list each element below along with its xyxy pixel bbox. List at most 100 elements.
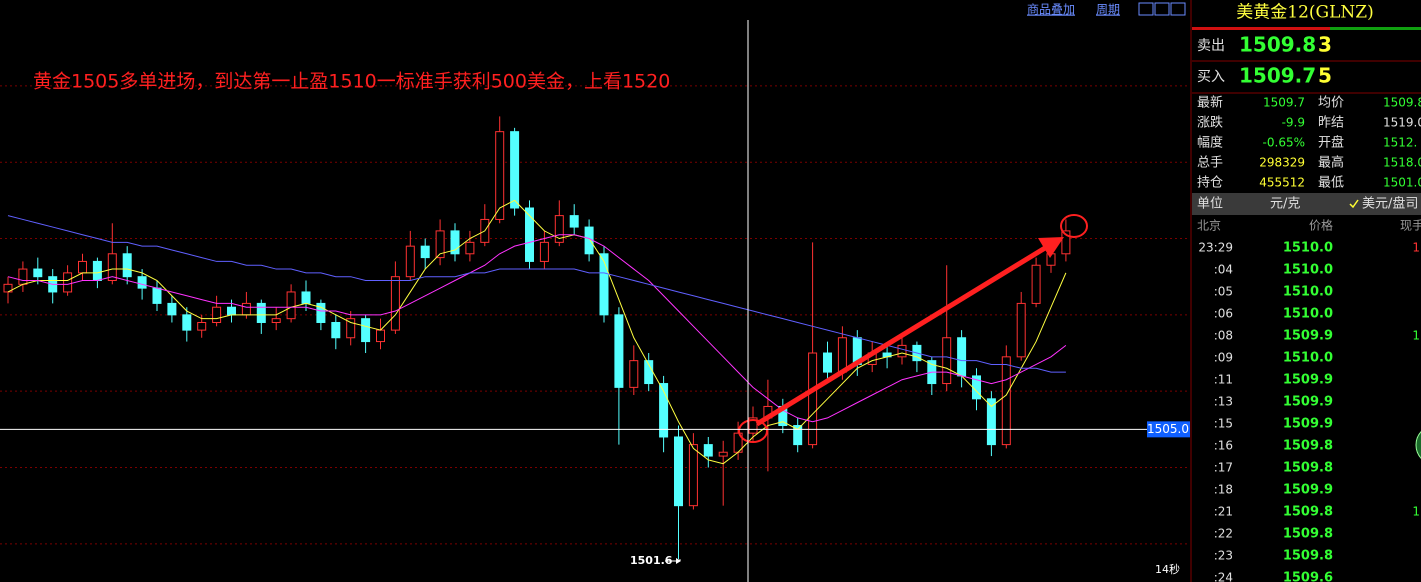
- tick-time: :11: [1214, 373, 1233, 387]
- tick-price: 1509.9: [1283, 483, 1333, 498]
- tick-time: :22: [1214, 527, 1233, 541]
- instrument-title: 美黄金12(GLNZ): [1236, 3, 1373, 23]
- overlay-button[interactable]: 商品叠加: [1027, 2, 1075, 17]
- candle-body: [465, 241, 475, 255]
- stat-label: 昨结: [1318, 116, 1344, 131]
- tick-price: 1510.0: [1283, 241, 1333, 256]
- annotation: 黄金1505多单进场，到达第一止盈1510一标准手获利500美金，上看1520: [33, 71, 670, 93]
- unit-row: [1192, 193, 1421, 215]
- tick-time: :23: [1214, 549, 1233, 563]
- stat-value: -0.65%: [1263, 136, 1305, 150]
- period-button[interactable]: 周期: [1096, 3, 1120, 17]
- moving-average: [7, 234, 1067, 423]
- candle-body: [107, 253, 117, 282]
- tick-price: 1510.0: [1283, 263, 1333, 278]
- stat-label: 开盘: [1318, 135, 1344, 151]
- candle-body: [1016, 302, 1026, 358]
- toolbar-icon[interactable]: [1138, 2, 1154, 16]
- plot: [0, 85, 1190, 560]
- tick-price: 1509.6: [1283, 571, 1333, 582]
- candle-body: [1001, 356, 1011, 446]
- candle-body: [510, 131, 520, 209]
- candle-body: [837, 337, 847, 373]
- candle-body: [748, 417, 758, 434]
- candle-body: [614, 314, 624, 388]
- candle-body: [897, 344, 907, 358]
- arrow-head: [1038, 237, 1064, 258]
- stat-label: 涨跌: [1197, 115, 1223, 131]
- low-arrow-head: [676, 558, 681, 564]
- stat-label: 均价: [1318, 96, 1344, 111]
- moving-average: [7, 199, 1067, 465]
- candle-body: [957, 337, 967, 377]
- low-marker: 1501.6: [630, 554, 673, 567]
- candle-body: [137, 276, 147, 289]
- candle-body: [718, 451, 728, 457]
- toolbar-icon[interactable]: [1170, 2, 1186, 16]
- target-circle: [1060, 214, 1088, 238]
- stat-value: 298329: [1259, 156, 1305, 170]
- candle-body: [227, 306, 236, 316]
- tick-price: 1510.0: [1283, 351, 1333, 366]
- stat-label: 最低: [1318, 176, 1344, 191]
- stat-value: 1518.0: [1383, 156, 1421, 170]
- stat-label: 持仓: [1197, 176, 1223, 191]
- candle-body: [539, 241, 549, 262]
- candle-body: [63, 272, 73, 293]
- tick-price: 1509.8: [1283, 461, 1333, 476]
- candle-body: [1031, 264, 1041, 304]
- tick-price: 1509.9: [1283, 417, 1333, 432]
- candle-body: [256, 302, 266, 323]
- candle-body: [301, 291, 311, 304]
- tick-time: :24: [1214, 571, 1233, 582]
- candle-body: [390, 276, 400, 331]
- ticks-header: 价格: [1309, 218, 1333, 233]
- unit-option[interactable]: 美元/盘司: [1362, 196, 1418, 212]
- candle-body: [525, 207, 534, 262]
- unit-check[interactable]: [1349, 199, 1359, 209]
- tick-time: :09: [1214, 351, 1233, 365]
- ticks-header: 现手: [1400, 219, 1421, 233]
- tick-price: 1509.9: [1283, 395, 1333, 410]
- stat-label: 总手: [1197, 156, 1223, 171]
- candle-body: [629, 360, 639, 388]
- buy-price: 1509.7: [1239, 64, 1316, 88]
- ticks-header: 北京: [1197, 219, 1221, 233]
- candle-body: [986, 398, 996, 446]
- title-bar-green: [1330, 27, 1421, 30]
- tick-time: :15: [1214, 417, 1233, 431]
- tick-time: :08: [1214, 329, 1233, 343]
- stat-value: 1519.0: [1383, 116, 1421, 130]
- candle-body: [316, 302, 326, 323]
- tick-time: :06: [1214, 307, 1233, 321]
- unit-label: 单位: [1197, 197, 1223, 212]
- stat-value: -9.9: [1282, 116, 1305, 130]
- candle-body: [376, 329, 385, 343]
- candle-body: [688, 444, 698, 507]
- tick-time: :21: [1214, 505, 1233, 519]
- candle-body: [808, 352, 818, 446]
- stat-value: 1501.0: [1383, 176, 1421, 190]
- title-bar-red: [1192, 27, 1330, 30]
- stat-value: 1509.7: [1263, 96, 1305, 110]
- tick-time: :18: [1214, 483, 1233, 497]
- tick-price: 1510.0: [1283, 285, 1333, 300]
- candle-body: [346, 318, 356, 339]
- side-button[interactable]: [1415, 425, 1421, 465]
- candle-body: [197, 321, 207, 331]
- candle-body: [674, 436, 683, 507]
- candle-body: [569, 215, 579, 228]
- candle-body: [554, 215, 564, 243]
- candle-body: [361, 318, 371, 343]
- toolbar-icon[interactable]: [1154, 2, 1170, 16]
- candle-body: [286, 291, 296, 320]
- candle-body: [92, 260, 102, 282]
- arrow-shaft: [755, 245, 1047, 427]
- stat-label: 最新: [1197, 95, 1223, 111]
- candle-body: [167, 302, 177, 316]
- candle-body: [599, 253, 609, 316]
- candle-body: [33, 268, 43, 278]
- tick-price: 1510.0: [1283, 307, 1333, 322]
